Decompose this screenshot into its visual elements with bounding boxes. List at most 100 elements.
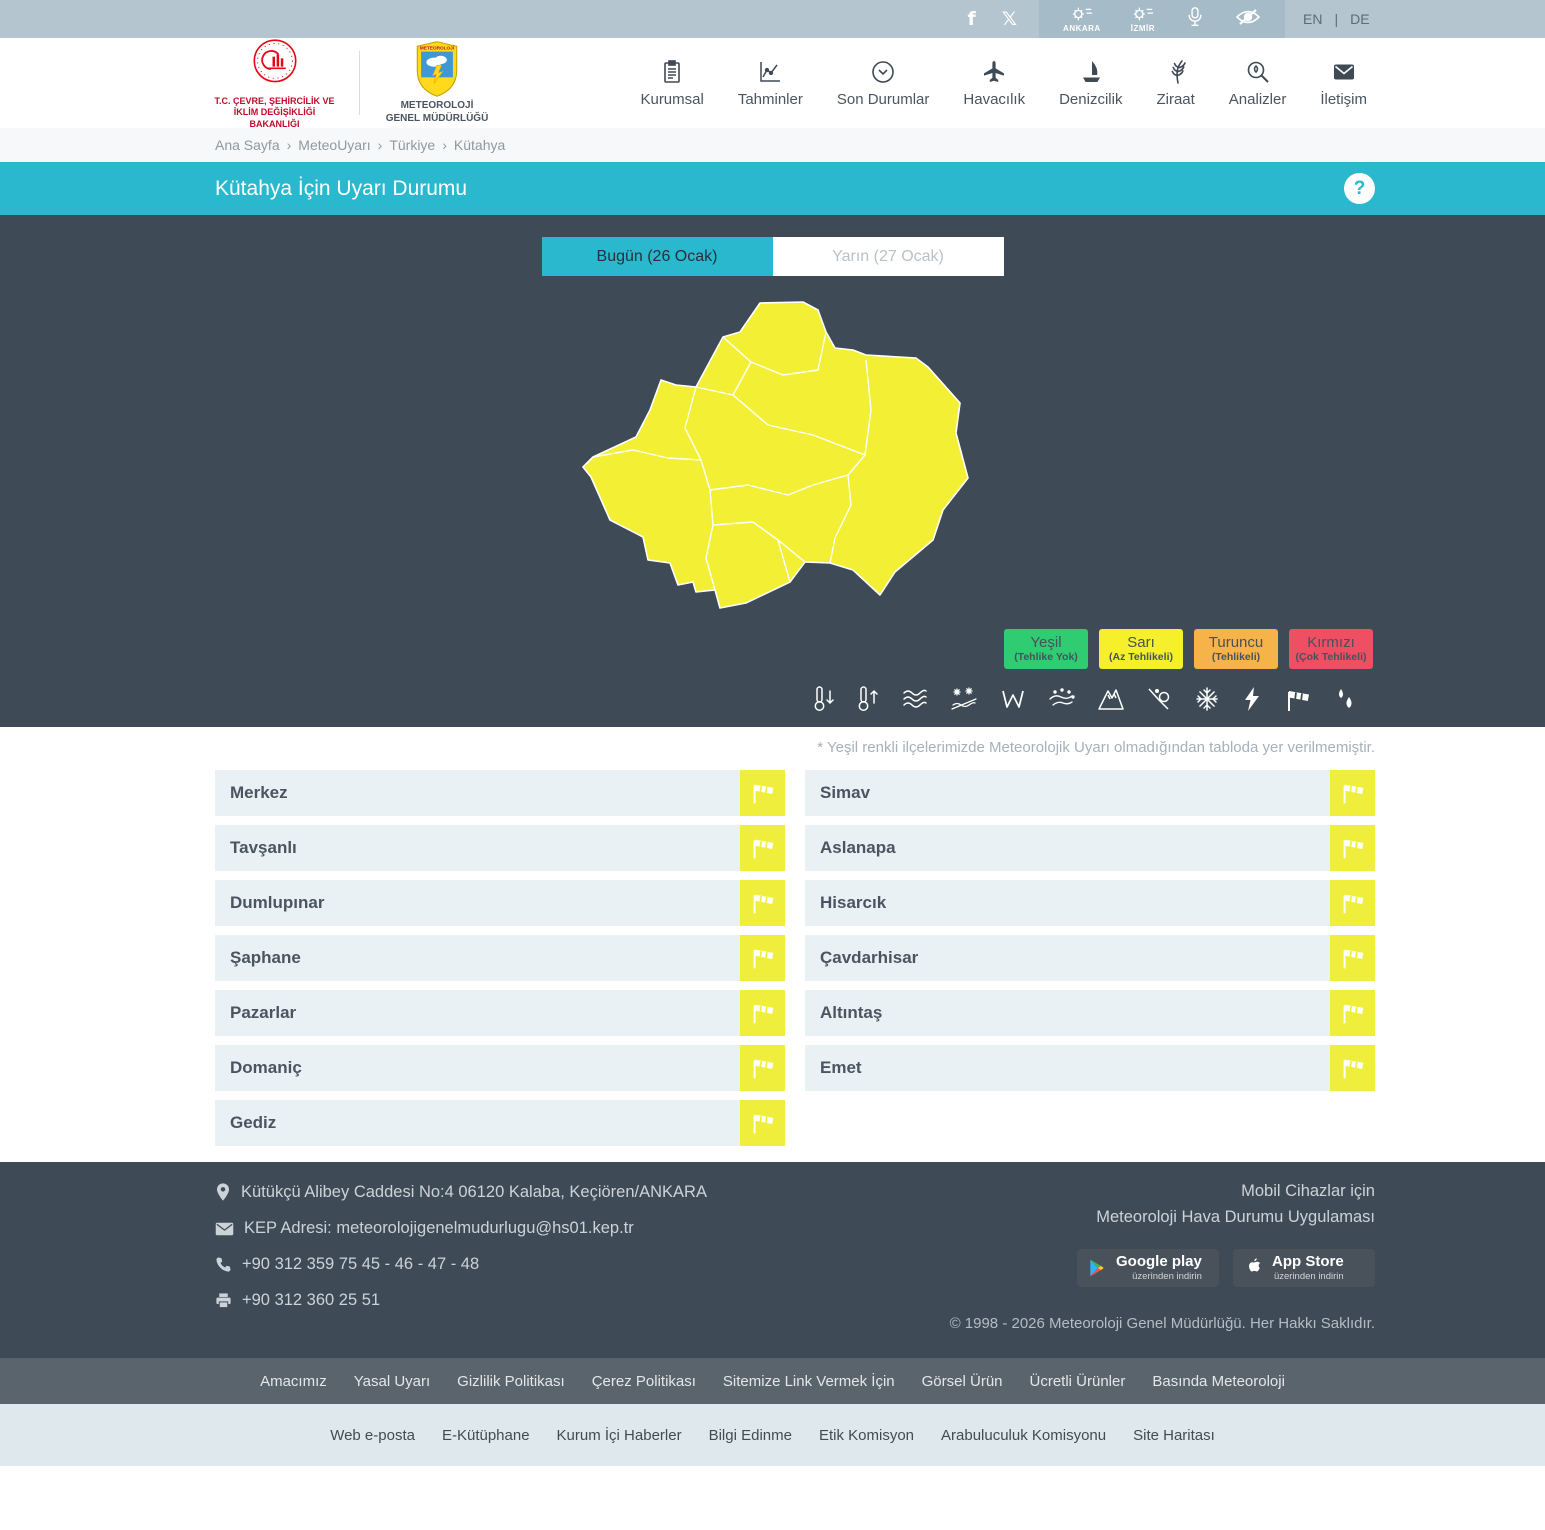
mobile-title: Mobil Cihazlar için xyxy=(1241,1182,1375,1200)
nav-havacilik[interactable]: Havacılık xyxy=(963,59,1025,108)
district-warning-cell[interactable] xyxy=(1330,770,1375,816)
district-row[interactable]: Altıntaş xyxy=(805,990,1375,1036)
district-warning-cell[interactable] xyxy=(1330,880,1375,926)
district-warning-cell[interactable] xyxy=(740,1045,785,1091)
district-row[interactable]: Pazarlar xyxy=(215,990,785,1036)
district-warning-cell[interactable] xyxy=(740,825,785,871)
location-pin-icon xyxy=(217,1183,229,1201)
breadcrumb-meteouyari[interactable]: MeteoUyarı xyxy=(298,137,371,153)
breadcrumb: Ana Sayfa › MeteoUyarı › Türkiye › Kütah… xyxy=(0,128,1545,162)
footer-link[interactable]: Amacımız xyxy=(260,1372,327,1390)
city-weather-izmir[interactable]: İZMİR xyxy=(1131,5,1155,33)
district-row[interactable]: Domaniç xyxy=(215,1045,785,1091)
district-row[interactable]: Şaphane xyxy=(215,935,785,981)
district-column-right: Simav Aslanapa xyxy=(805,770,1375,1146)
wheat-icon xyxy=(1171,59,1186,84)
district-warning-cell[interactable] xyxy=(740,1100,785,1146)
district-warning-cell[interactable] xyxy=(1330,1045,1375,1091)
accessibility-eye-icon[interactable] xyxy=(1235,7,1261,32)
district-row[interactable]: Çavdarhisar xyxy=(805,935,1375,981)
footer-link[interactable]: Sitemize Link Vermek İçin xyxy=(722,1372,895,1390)
district-warning-cell[interactable] xyxy=(740,880,785,926)
nav-son-durumlar[interactable]: Son Durumlar xyxy=(837,59,929,108)
footer-kep[interactable]: KEP Adresi: meteorolojigenelmudurlugu@hs… xyxy=(244,1219,634,1237)
footer-link[interactable]: Basında Meteoroloji xyxy=(1152,1372,1285,1390)
province-map[interactable] xyxy=(573,300,973,612)
footer-link[interactable]: Görsel Ürün xyxy=(921,1372,1003,1390)
nav-ziraat[interactable]: Ziraat xyxy=(1156,59,1195,108)
warning-type-icons xyxy=(0,685,1545,713)
district-warning-table: * Yeşil renkli ilçelerimizde Meteoroloji… xyxy=(215,727,1375,1162)
mobile-apps: Mobil Cihazlar için Meteoroloji Hava Dur… xyxy=(950,1182,1375,1332)
breadcrumb-turkiye[interactable]: Türkiye xyxy=(389,137,436,153)
apple-icon xyxy=(1249,1258,1260,1272)
phone-icon xyxy=(216,1257,231,1272)
warning-map-section: Bugün (26 Ocak) Yarın (27 Ocak) Yeşil (T… xyxy=(0,215,1545,727)
nav-analizler[interactable]: Analizler xyxy=(1229,59,1286,108)
day-tabs: Bugün (26 Ocak) Yarın (27 Ocak) xyxy=(0,237,1545,276)
district-name: Emet xyxy=(805,1045,1330,1091)
x-twitter-icon[interactable]: 𝕏 xyxy=(1001,8,1018,30)
help-button[interactable]: ? xyxy=(1344,173,1375,204)
footer-link[interactable]: Etik Komisyon xyxy=(818,1426,915,1444)
district-row[interactable]: Tavşanlı xyxy=(215,825,785,871)
footer-link[interactable]: Kurum İçi Haberler xyxy=(556,1426,682,1444)
district-warning-cell[interactable] xyxy=(740,770,785,816)
footer-link[interactable]: Ücretli Ürünler xyxy=(1029,1372,1126,1390)
footer-links-primary: Amacımız Yasal Uyarı Gizlilik Politikası… xyxy=(0,1358,1545,1404)
footer-link[interactable]: Arabuluculuk Komisyonu xyxy=(941,1426,1107,1444)
ministry-name-line2: İKLİM DEĞİŞİKLİĞİ BAKANLIĞI xyxy=(233,107,316,129)
footer-link[interactable]: Site Haritası xyxy=(1133,1426,1215,1444)
footer-link[interactable]: Web e-posta xyxy=(330,1426,415,1444)
footer-link[interactable]: Yasal Uyarı xyxy=(353,1372,431,1390)
district-row[interactable]: Hisarcık xyxy=(805,880,1375,926)
district-name: Aslanapa xyxy=(805,825,1330,871)
district-warning-cell[interactable] xyxy=(1330,990,1375,1036)
district-name: Dumlupınar xyxy=(215,880,740,926)
nav-iletisim[interactable]: İletişim xyxy=(1320,59,1367,108)
low-temperature-icon xyxy=(814,686,834,711)
mobile-subtitle: Meteoroloji Hava Durumu Uygulaması xyxy=(1096,1208,1375,1226)
microphone-icon[interactable] xyxy=(1185,5,1205,34)
fog-icon xyxy=(1002,690,1024,708)
rain-icon xyxy=(1339,689,1352,708)
magnifier-icon xyxy=(1247,61,1269,83)
rockfall-icon xyxy=(1148,688,1170,710)
district-row[interactable]: Emet xyxy=(805,1045,1375,1091)
district-row[interactable]: Simav xyxy=(805,770,1375,816)
district-warning-cell[interactable] xyxy=(1330,825,1375,871)
district-warning-cell[interactable] xyxy=(1330,935,1375,981)
district-row[interactable]: Merkez xyxy=(215,770,785,816)
footer-link[interactable]: E-Kütüphane xyxy=(441,1426,530,1444)
district-warning-cell[interactable] xyxy=(740,990,785,1036)
nav-tahminler[interactable]: Tahminler xyxy=(738,59,803,108)
mgm-logo[interactable]: METEOROLOJİ METEOROLOJİ GENEL MÜDÜRLÜĞÜ xyxy=(382,41,492,125)
footer-link[interactable]: Çerez Politikası xyxy=(591,1372,696,1390)
nav-kurumsal[interactable]: Kurumsal xyxy=(640,59,704,108)
svg-text:METEOROLOJİ: METEOROLOJİ xyxy=(420,44,454,50)
district-row[interactable]: Gediz xyxy=(215,1100,785,1146)
lang-en[interactable]: EN xyxy=(1303,11,1323,27)
envelope-icon xyxy=(1333,64,1354,79)
windsock-icon xyxy=(1343,784,1363,804)
google-play-badge[interactable]: Google play üzerinden indirin xyxy=(1077,1249,1219,1287)
footer-link[interactable]: Bilgi Edinme xyxy=(708,1426,792,1444)
lang-de[interactable]: DE xyxy=(1350,11,1370,27)
district-name: Çavdarhisar xyxy=(805,935,1330,981)
ministry-logo[interactable]: T.C. ÇEVRE, ŞEHİRCİLİK VE İKLİM DEĞİŞİKL… xyxy=(212,36,337,130)
district-warning-cell[interactable] xyxy=(740,935,785,981)
windsock-icon xyxy=(753,949,773,969)
district-name: Gediz xyxy=(215,1100,740,1146)
app-store-badge[interactable]: App Store üzerinden indirin xyxy=(1233,1249,1375,1287)
nav-denizcilik[interactable]: Denizcilik xyxy=(1059,59,1122,108)
breadcrumb-home[interactable]: Ana Sayfa xyxy=(215,137,280,153)
city-weather-ankara[interactable]: ANKARA xyxy=(1063,5,1101,33)
footer-link[interactable]: Gizlilik Politikası xyxy=(457,1372,565,1390)
district-borders xyxy=(592,331,872,591)
tab-tomorrow[interactable]: Yarın (27 Ocak) xyxy=(772,237,1004,276)
district-row[interactable]: Dumlupınar xyxy=(215,880,785,926)
tab-today[interactable]: Bugün (26 Ocak) xyxy=(541,237,773,276)
district-row[interactable]: Aslanapa xyxy=(805,825,1375,871)
facebook-icon[interactable]: f xyxy=(967,8,976,30)
green-note: * Yeşil renkli ilçelerimizde Meteoroloji… xyxy=(817,739,1375,756)
